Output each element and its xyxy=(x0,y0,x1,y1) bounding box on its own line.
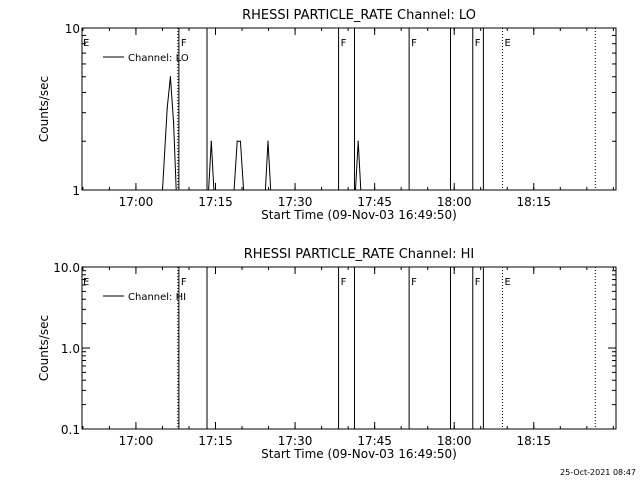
x-tick-label: 17:45 xyxy=(357,434,392,448)
y-tick-label: 1 xyxy=(72,184,80,198)
series-line xyxy=(162,76,362,191)
y-tick-label: 0.1 xyxy=(61,423,80,437)
y-tick-label: 1.0 xyxy=(61,342,80,356)
y-axis-label: Counts/sec xyxy=(37,315,51,381)
data-point xyxy=(236,140,238,142)
flag-label: E xyxy=(504,277,510,288)
y-axis-label: Counts/sec xyxy=(37,76,51,142)
legend-entry: Channel: HI xyxy=(128,292,186,303)
x-tick-label: 17:30 xyxy=(278,195,313,209)
legend-entry: Channel: LO xyxy=(128,53,189,64)
data-point xyxy=(172,122,175,124)
x-tick-label: 17:45 xyxy=(357,195,392,209)
flag-label: E xyxy=(504,38,510,49)
flag-label: F xyxy=(411,38,417,49)
flag-label: F xyxy=(341,38,347,49)
flag-label: F xyxy=(411,277,417,288)
flag-label: F xyxy=(181,277,187,288)
x-tick-label: 17:15 xyxy=(198,434,233,448)
y-tick-label: 10 xyxy=(65,22,80,36)
x-axis-label: Start Time (09-Nov-03 16:49:50) xyxy=(261,447,457,461)
flag-label: F xyxy=(341,277,347,288)
flag-label-left: E xyxy=(83,277,89,288)
data-point xyxy=(357,140,359,142)
flag-label-left: E xyxy=(83,38,89,49)
x-tick-label: 17:30 xyxy=(278,434,313,448)
x-tick-label: 18:00 xyxy=(437,434,472,448)
x-axis-label: Start Time (09-Nov-03 16:49:50) xyxy=(261,208,457,222)
y-tick-label: 10.0 xyxy=(53,261,80,275)
x-tick-label: 18:15 xyxy=(516,434,551,448)
x-tick-label: 18:15 xyxy=(516,195,551,209)
data-point xyxy=(239,140,242,142)
x-tick-label: 17:00 xyxy=(119,195,154,209)
flag-label: F xyxy=(475,277,481,288)
footer-timestamp: 25-Oct-2021 08:47 xyxy=(560,468,636,477)
data-point xyxy=(166,107,168,109)
data-point xyxy=(210,140,212,142)
data-point xyxy=(169,76,172,78)
chart-panel-lo: RHESSI PARTICLE_RATE Channel: LO 1 10 Count… xyxy=(37,8,617,222)
chart-panel-hi: RHESSI PARTICLE_RATE Channel: HI 0.1 1.0 10… xyxy=(37,247,617,461)
data-point xyxy=(267,140,269,142)
chart-title: RHESSI PARTICLE_RATE Channel: HI xyxy=(244,247,474,262)
x-tick-label: 18:00 xyxy=(437,195,472,209)
chart-title: RHESSI PARTICLE_RATE Channel: LO xyxy=(242,8,476,23)
x-tick-label: 17:00 xyxy=(119,434,154,448)
flag-label: F xyxy=(475,38,481,49)
flag-label: F xyxy=(181,38,187,49)
x-tick-label: 17:15 xyxy=(198,195,233,209)
